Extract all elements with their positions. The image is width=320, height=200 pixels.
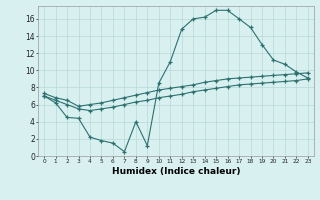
X-axis label: Humidex (Indice chaleur): Humidex (Indice chaleur) — [112, 167, 240, 176]
